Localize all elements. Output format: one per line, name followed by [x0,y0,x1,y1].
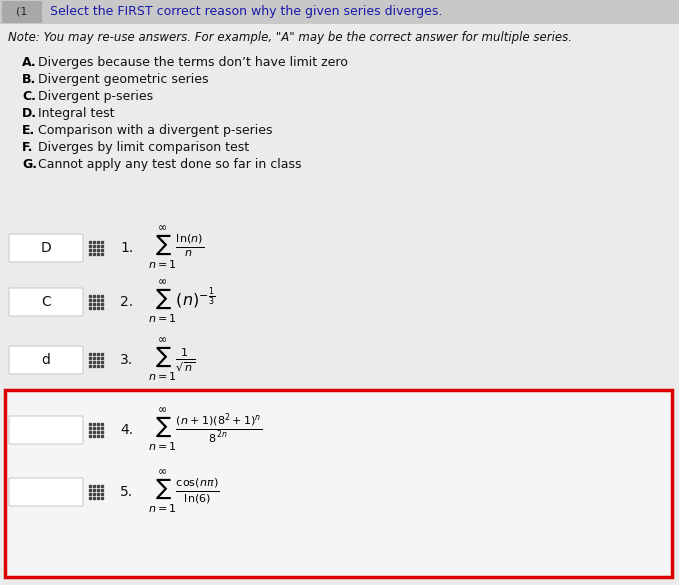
Text: C.: C. [22,90,36,103]
FancyBboxPatch shape [9,346,83,374]
FancyBboxPatch shape [9,234,83,262]
FancyBboxPatch shape [9,416,83,444]
Text: D: D [41,241,52,255]
Text: $\sum_{n=1}^{\infty} (n)^{-\frac{1}{3}}$: $\sum_{n=1}^{\infty} (n)^{-\frac{1}{3}}$ [148,279,215,325]
Text: D.: D. [22,107,37,120]
Text: F.: F. [22,141,33,154]
Text: Comparison with a divergent p-series: Comparison with a divergent p-series [38,124,272,137]
Text: C: C [41,295,51,309]
Text: $\sum_{n=1}^{\infty} \frac{1}{\sqrt{n}}$: $\sum_{n=1}^{\infty} \frac{1}{\sqrt{n}}$ [148,337,195,383]
Text: $\sum_{n=1}^{\infty} \frac{\ln(n)}{n}$: $\sum_{n=1}^{\infty} \frac{\ln(n)}{n}$ [148,225,204,271]
Text: 5.: 5. [120,485,133,499]
Text: 1.: 1. [120,241,133,255]
Text: Divergent p-series: Divergent p-series [38,90,153,103]
Bar [2,1,42,23]
Text: Diverges because the terms don’t have limit zero: Diverges because the terms don’t have li… [38,56,348,69]
Text: A.: A. [22,56,37,69]
Text: Note: You may re-use answers. For example, "A" may be the correct answer for mul: Note: You may re-use answers. For exampl… [8,32,572,44]
Text: $\sum_{n=1}^{\infty} \frac{\cos(n\pi)}{\ln(6)}$: $\sum_{n=1}^{\infty} \frac{\cos(n\pi)}{\… [148,469,219,515]
Text: $\sum_{n=1}^{\infty} \frac{(n+1)(8^2+1)^n}{8^{2n}}$: $\sum_{n=1}^{\infty} \frac{(n+1)(8^2+1)^… [148,407,262,453]
Text: d: d [41,353,50,367]
Bar [0,0,679,24]
Text: Integral test: Integral test [38,107,115,120]
Bar [5,390,672,577]
Text: Select the FIRST correct reason why the given series diverges.: Select the FIRST correct reason why the … [50,5,443,19]
Text: 4.: 4. [120,423,133,437]
Text: E.: E. [22,124,35,137]
Text: Cannot apply any test done so far in class: Cannot apply any test done so far in cla… [38,158,301,171]
Text: 2.: 2. [120,295,133,309]
Text: G.: G. [22,158,37,171]
Text: B.: B. [22,73,36,86]
FancyBboxPatch shape [9,478,83,506]
Text: 3.: 3. [120,353,133,367]
Text: Divergent geometric series: Divergent geometric series [38,73,208,86]
Text: Diverges by limit comparison test: Diverges by limit comparison test [38,141,249,154]
FancyBboxPatch shape [9,288,83,316]
Text: (1: (1 [16,7,28,17]
